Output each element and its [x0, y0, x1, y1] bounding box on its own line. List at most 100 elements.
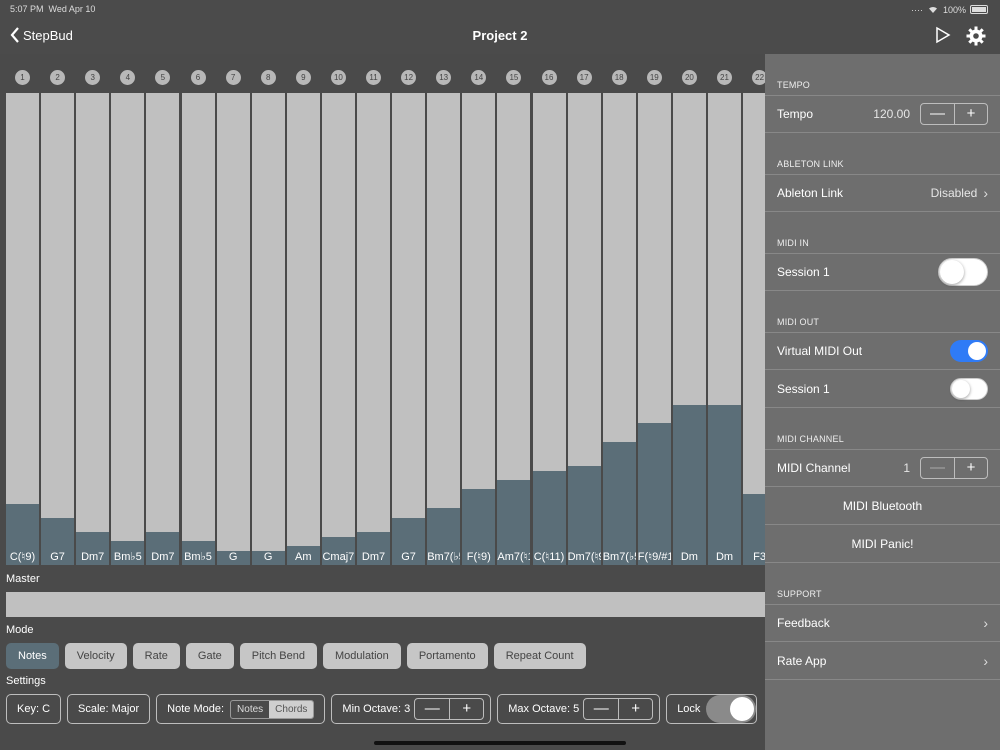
midi-channel-row: MIDI Channel 1 — +: [765, 449, 1000, 487]
midi-channel-stepper: — +: [920, 457, 988, 479]
max-octave-increment[interactable]: +: [618, 699, 652, 719]
min-octave-control: Min Octave: 3 — +: [331, 694, 492, 724]
mode-button-pitch-bend[interactable]: Pitch Bend: [239, 643, 317, 669]
mode-button-modulation[interactable]: Modulation: [322, 643, 401, 669]
step-slider-track[interactable]: Dm: [708, 93, 741, 565]
step-column[interactable]: 12 G7: [392, 54, 426, 566]
step-slider-track[interactable]: G7: [392, 93, 426, 565]
step-slider-track[interactable]: Am: [286, 93, 320, 565]
min-octave-decrement[interactable]: —: [424, 700, 440, 717]
step-slider-track[interactable]: Bm7(♭5): [427, 93, 461, 565]
step-column[interactable]: 5 Dm7: [146, 54, 180, 566]
step-column[interactable]: 2 G7: [41, 54, 75, 566]
step-column[interactable]: 18 Bm7(♭5): [602, 54, 636, 566]
back-button[interactable]: StepBud: [10, 27, 73, 43]
step-column[interactable]: 1 C(♮9): [6, 54, 39, 566]
step-slider-track[interactable]: G: [216, 93, 250, 565]
tempo-increment[interactable]: +: [954, 104, 987, 124]
step-slider-track[interactable]: Dm7: [357, 93, 390, 565]
gear-icon[interactable]: [966, 26, 986, 51]
mode-button-repeat-count[interactable]: Repeat Count: [493, 643, 586, 669]
step-slider-track[interactable]: Bm7(♭5): [602, 93, 636, 565]
max-octave-decrement[interactable]: —: [593, 700, 609, 717]
step-number-badge: 9: [295, 70, 311, 85]
step-slider-track[interactable]: Dm7(♮9): [567, 93, 601, 565]
step-column[interactable]: 4 Bm♭5: [111, 54, 145, 566]
mode-button-portamento[interactable]: Portamento: [406, 643, 488, 669]
mode-button-velocity[interactable]: Velocity: [64, 643, 127, 669]
step-column[interactable]: 3 Dm7: [76, 54, 110, 566]
midi-bluetooth-button[interactable]: MIDI Bluetooth: [765, 487, 1000, 525]
step-slider-track[interactable]: Bm♭5: [181, 93, 215, 565]
step-number-badge: 10: [330, 70, 346, 85]
status-bar: 5:07 PM Wed Apr 10 ···· 100%: [0, 0, 1000, 18]
step-column[interactable]: 19 F(♮9/#11): [637, 54, 671, 566]
segment-notes[interactable]: Notes: [237, 703, 264, 715]
tempo-decrement[interactable]: —: [930, 105, 945, 122]
step-slider-track[interactable]: C(♮9): [6, 93, 39, 565]
play-icon[interactable]: [935, 26, 951, 49]
step-slider-fill: [637, 423, 671, 565]
step-slider-track[interactable]: G: [251, 93, 285, 565]
step-column[interactable]: 11 Dm7: [357, 54, 390, 566]
midi-channel-decrement[interactable]: —: [930, 459, 945, 476]
step-slider-track[interactable]: Cmaj7: [321, 93, 355, 565]
step-slider-track[interactable]: Bm♭5: [111, 93, 145, 565]
mode-button-notes[interactable]: Notes: [6, 643, 59, 669]
step-column[interactable]: 15 Am7(♮11): [497, 54, 531, 566]
step-slider-track[interactable]: C(♮11): [532, 93, 566, 565]
step-chord-label: C(♮9): [9, 551, 36, 563]
step-slider-track[interactable]: Dm: [672, 93, 706, 565]
step-column[interactable]: 6 Bm♭5: [181, 54, 215, 566]
step-slider-track[interactable]: G7: [41, 93, 75, 565]
step-slider-fill: [743, 494, 765, 565]
step-chord-label: G: [263, 551, 273, 563]
chevron-right-icon: ›: [983, 652, 988, 669]
step-slider-track[interactable]: F3: [743, 93, 765, 565]
settings-panel: TEMPO Tempo 120.00 — + ABLETON LINK Able…: [765, 54, 1000, 750]
step-column[interactable]: 16 C(♮11): [532, 54, 566, 566]
step-column[interactable]: 9 Am: [286, 54, 320, 566]
midi-in-session-toggle[interactable]: [938, 258, 988, 286]
status-time: 5:07 PM Wed Apr 10: [10, 4, 96, 14]
step-slider-track[interactable]: F(♮9): [462, 93, 496, 565]
step-slider-track[interactable]: Dm7: [146, 93, 180, 565]
feedback-label: Feedback: [777, 616, 830, 630]
master-slider[interactable]: [6, 592, 765, 617]
step-column[interactable]: 20 Dm: [672, 54, 706, 566]
step-slider-track[interactable]: F(♮9/#11): [637, 93, 671, 565]
step-slider-track[interactable]: Dm7: [76, 93, 110, 565]
step-number-badge: 16: [541, 70, 557, 85]
ableton-link-row[interactable]: Ableton Link Disabled ›: [765, 174, 1000, 212]
note-mode-label: Note Mode:: [167, 703, 225, 715]
step-column[interactable]: 10 Cmaj7: [321, 54, 355, 566]
step-slider-track[interactable]: Am7(♮11): [497, 93, 531, 565]
step-slider-fill: [216, 551, 250, 565]
step-column[interactable]: 22 F3: [743, 54, 765, 566]
virtual-midi-out-toggle[interactable]: [950, 340, 988, 362]
key-button[interactable]: Key: C: [6, 694, 62, 724]
step-column[interactable]: 13 Bm7(♭5): [427, 54, 461, 566]
main-area: 1 C(♮9) 2 G7 3 Dm7 4 Bm♭5 5 Dm7 6 Bm♭5 7 G 8 G 9 Am 10 Cmaj…: [0, 54, 765, 750]
step-column[interactable]: 14 F(♮9): [462, 54, 496, 566]
step-number-badge: 2: [50, 70, 66, 85]
rate-app-row[interactable]: Rate App ›: [765, 642, 1000, 680]
step-column[interactable]: 17 Dm7(♮9): [567, 54, 601, 566]
mode-button-rate[interactable]: Rate: [132, 643, 180, 669]
toggle-knob: [952, 379, 970, 398]
min-octave-increment[interactable]: +: [449, 699, 483, 719]
wifi-icon: [927, 4, 939, 15]
feedback-row[interactable]: Feedback ›: [765, 604, 1000, 642]
lock-toggle[interactable]: [706, 695, 757, 723]
scale-button[interactable]: Scale: Major: [67, 694, 151, 724]
step-column[interactable]: 21 Dm: [708, 54, 741, 566]
midi-out-session-toggle[interactable]: [950, 377, 988, 400]
home-indicator: [374, 741, 626, 745]
midi-in-session-label: Session 1: [777, 265, 830, 279]
midi-channel-increment[interactable]: +: [954, 458, 987, 478]
segment-chords[interactable]: Chords: [269, 700, 314, 718]
midi-panic-button[interactable]: MIDI Panic!: [765, 525, 1000, 563]
mode-button-gate[interactable]: Gate: [185, 643, 234, 669]
